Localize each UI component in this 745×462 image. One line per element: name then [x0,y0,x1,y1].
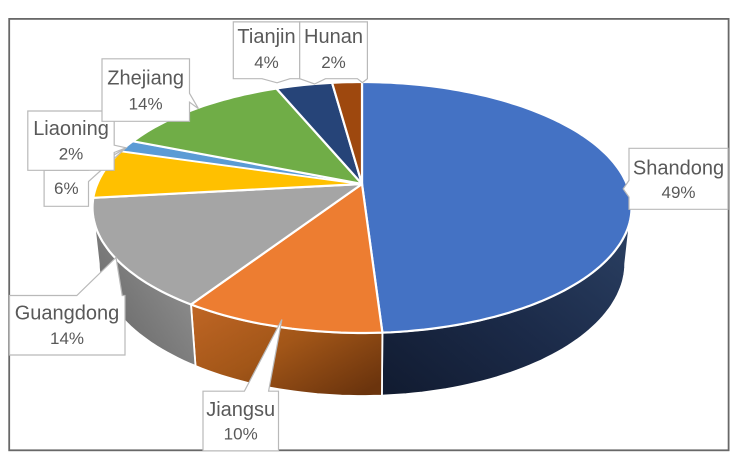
svg-text:Tianjin: Tianjin [237,26,295,48]
svg-text:2%: 2% [59,144,84,163]
svg-text:14%: 14% [50,329,84,348]
svg-text:Jiangsu: Jiangsu [206,399,275,421]
svg-text:2%: 2% [321,53,346,72]
svg-text:14%: 14% [129,95,163,114]
svg-text:Zhejiang: Zhejiang [107,68,184,90]
svg-text:6%: 6% [54,179,79,198]
svg-text:49%: 49% [661,183,695,202]
svg-text:Guangdong: Guangdong [15,303,120,325]
svg-text:Shandong: Shandong [633,158,724,180]
svg-text:Hunan: Hunan [304,26,363,48]
svg-text:Liaoning: Liaoning [33,118,109,140]
svg-text:4%: 4% [254,53,279,72]
svg-text:10%: 10% [224,424,258,443]
